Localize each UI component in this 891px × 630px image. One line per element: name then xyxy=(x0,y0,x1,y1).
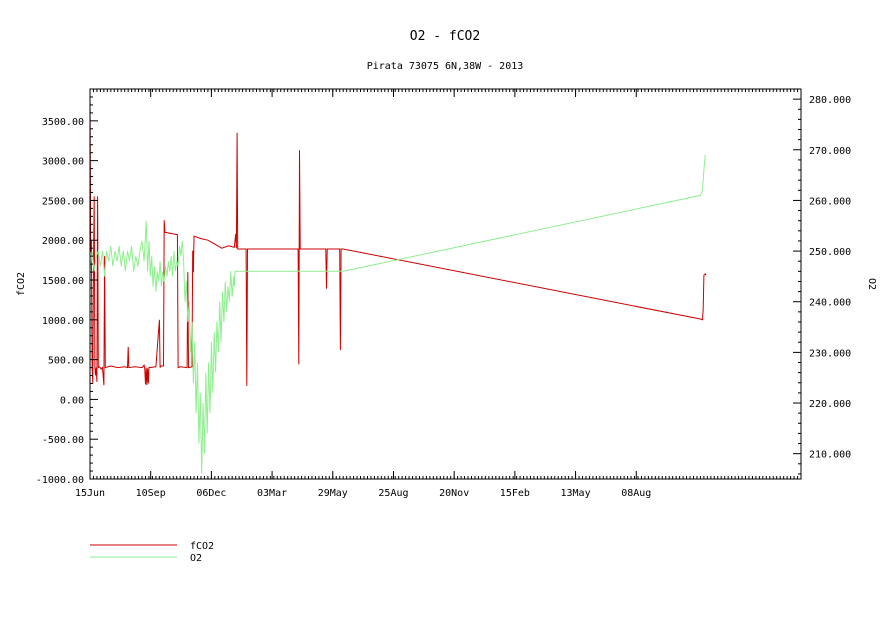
y-axis-left-label: fCO2 xyxy=(16,272,27,296)
y-tick-label: 1500.00 xyxy=(42,276,84,287)
chart-title: O2 - fCO2 xyxy=(410,29,480,44)
y2-tick-label: 270.000 xyxy=(809,146,851,157)
y2-tick-label: 250.000 xyxy=(809,247,851,258)
x-tick-label: 06Dec xyxy=(196,488,226,499)
y-axis-right-label: O2 xyxy=(866,278,877,290)
y-axis-right: 210.000 220.000 230.000 240.000 250.000 260.0… xyxy=(793,88,851,475)
x-tick-label: 29May xyxy=(318,488,348,499)
series-line-o2 xyxy=(89,154,706,474)
x-axis: 15Jun 10Sep 06Dec 03Mar 29May 25Aug 20Nov 15Feb… xyxy=(75,89,802,499)
y2-tick-label: 210.000 xyxy=(809,450,851,461)
x-tick-label: 20Nov xyxy=(439,488,469,499)
y-tick-label: 3500.00 xyxy=(42,117,84,128)
y-tick-label: 3000.00 xyxy=(42,157,84,168)
chart-subtitle: Pirata 73075 6N,38W - 2013 xyxy=(367,61,524,72)
y-tick-label: 500.00 xyxy=(48,356,84,367)
y2-tick-label: 240.000 xyxy=(809,298,851,309)
series-layer xyxy=(89,96,707,474)
y2-tick-label: 220.000 xyxy=(809,399,851,410)
y-tick-label: 0.00 xyxy=(60,395,84,406)
legend-label-fco2: fCO2 xyxy=(190,541,214,552)
x-tick-label: 15Jun xyxy=(75,488,105,499)
x-tick-label: 25Aug xyxy=(378,488,408,499)
y2-tick-label: 230.000 xyxy=(809,348,851,359)
x-tick-label: 08Aug xyxy=(621,488,651,499)
x-tick-label: 13May xyxy=(561,488,591,499)
x-tick-label: 03Mar xyxy=(257,488,287,499)
y2-tick-label: 280.000 xyxy=(809,95,851,106)
series-line-fco2 xyxy=(89,96,707,386)
y-axis-left: -1000.00 -500.00 0.00 500.00 1000.00 1500.00 2… xyxy=(36,96,98,486)
y2-tick-label: 260.000 xyxy=(809,196,851,207)
y-tick-label: 1000.00 xyxy=(42,316,84,327)
legend-label-o2: O2 xyxy=(190,553,202,564)
y-tick-label: -500.00 xyxy=(42,435,84,446)
y-tick-label: 2000.00 xyxy=(42,236,84,247)
plot-frame xyxy=(89,88,802,480)
y-tick-label: 2500.00 xyxy=(42,196,84,207)
x-tick-label: 15Feb xyxy=(500,488,530,499)
x-tick-label: 10Sep xyxy=(136,488,166,499)
y-tick-label: -1000.00 xyxy=(36,475,84,486)
